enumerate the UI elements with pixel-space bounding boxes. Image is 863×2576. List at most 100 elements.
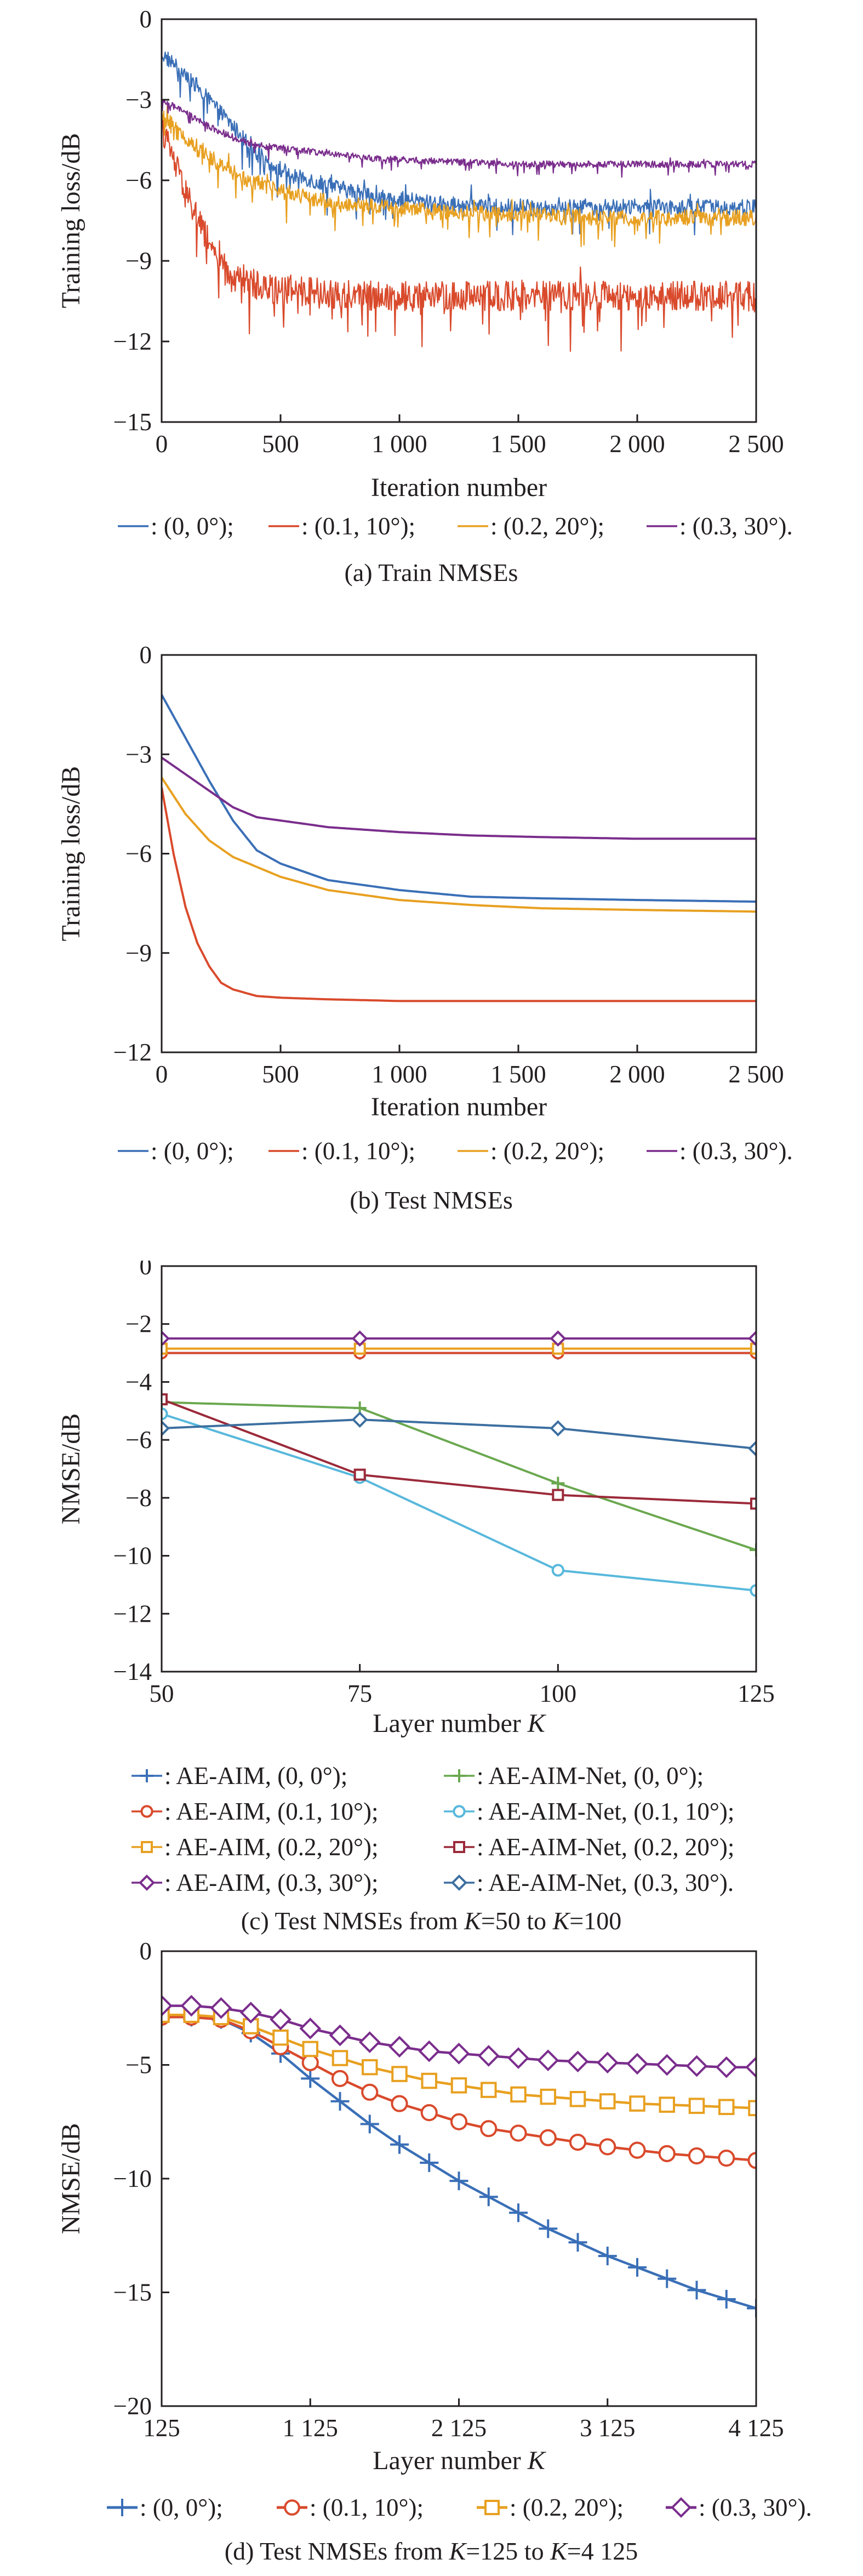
legend-label-b-3: : (0.3, 30°).	[679, 1137, 793, 1165]
data-point-d-0-5	[301, 2069, 320, 2088]
series-line-b-3	[162, 756, 756, 840]
legend-marker-c-6	[139, 1874, 155, 1891]
y-tick-label-c-6: −12	[113, 1600, 152, 1627]
data-point-d-1-12	[510, 2124, 527, 2142]
legend-label-c-1: : AE-AIM-Net, (0, 0°);	[477, 1762, 704, 1789]
legend-c: : AE-AIM, (0, 0°);: AE-AIM-Net, (0, 0°);…	[132, 1762, 734, 1896]
data-point-d-3-1	[180, 1994, 203, 2017]
x-axis-title-a: Iteration number	[371, 473, 547, 502]
plot-frame-a	[161, 18, 757, 423]
data-point-d-0-16	[628, 2258, 647, 2277]
x-tick-label-d-0: 125	[143, 2414, 180, 2442]
data-point-d-0-18	[687, 2281, 706, 2300]
legend-label-d-0: : (0, 0°);	[140, 2494, 223, 2521]
data-point-d-3-10	[448, 2042, 470, 2065]
series-line-a-1	[162, 115, 756, 352]
data-point-d-0-14	[568, 2233, 587, 2252]
x-tick-label-b-3: 1 500	[490, 1061, 546, 1088]
y-tick-label-a-4: −12	[113, 328, 152, 355]
legend-marker-c-4	[141, 1841, 153, 1853]
data-point-d-0-7	[360, 2115, 379, 2134]
x-tick-label-c-3: 125	[738, 1680, 775, 1707]
legend-label-a-3: : (0.3, 30°).	[679, 512, 793, 540]
data-point-d-1-18	[688, 2147, 706, 2165]
y-tick-label-b-0: 0	[140, 641, 152, 669]
data-point-d-3-17	[656, 2054, 678, 2076]
data-point-c-3-1	[351, 1330, 368, 1347]
y-tick-label-a-3: −9	[125, 247, 152, 275]
legend-label-c-7: : AE-AIM-Net, (0.3, 30°).	[477, 1869, 734, 1896]
x-tick-label-b-4: 2 000	[609, 1061, 665, 1088]
data-point-d-1-10	[450, 2113, 468, 2130]
x-tick-label-a-3: 1 500	[490, 430, 546, 458]
data-point-d-2-14	[569, 2091, 586, 2107]
data-point-c-7-0	[162, 1420, 170, 1437]
data-point-d-2-4	[272, 2029, 289, 2046]
legend-marker-c-1	[453, 1769, 466, 1782]
data-point-d-2-17	[659, 2096, 675, 2113]
legend-marker-c-0	[140, 1769, 153, 1782]
data-point-c-2-3	[750, 1342, 756, 1355]
legend-marker-c-7	[451, 1874, 467, 1891]
data-point-d-2-10	[450, 2077, 467, 2094]
data-point-d-1-11	[480, 2120, 498, 2138]
chart-panel-c: 50 75 100 125 0 −2 −4 −6 −8 −10 −12 −14 Layer number…	[0, 1252, 863, 1935]
data-point-c-7-2	[550, 1420, 567, 1437]
y-axis-title-c: NMSE/dB	[56, 1414, 85, 1525]
data-point-c-6-1	[353, 1468, 366, 1481]
y-axis-title-d: NMSE/dB	[56, 2123, 85, 2235]
y-tick-label-a-0: 0	[140, 5, 152, 33]
y-tick-label-b-3: −9	[125, 939, 152, 967]
legend-label-b-0: : (0, 0°);	[151, 1137, 234, 1165]
legend-label-c-5: : AE-AIM-Net, (0.2, 20°);	[477, 1833, 734, 1861]
data-point-d-0-12	[509, 2203, 528, 2222]
chart-b-svg: 0 500 1 000 1 500 2 000 2 500 0 −3 −6 −9 −12 Iterat…	[56, 641, 793, 1214]
data-point-d-3-20	[745, 2056, 756, 2078]
legend-label-d-1: : (0.1, 10°);	[310, 2494, 424, 2521]
series-line-b-2	[162, 777, 756, 913]
data-point-c-5-0	[162, 1407, 168, 1421]
data-point-d-3-15	[596, 2051, 619, 2074]
x-tick-label-d-3: 3 125	[580, 2414, 635, 2442]
data-point-c-7-3	[748, 1440, 756, 1457]
y-tick-label-c-2: −4	[125, 1368, 152, 1395]
series-group-c	[162, 1330, 756, 1597]
legend-label-c-3: : AE-AIM-Net, (0.1, 10°);	[477, 1798, 734, 1825]
legend-label-b-1: : (0.1, 10°);	[301, 1137, 415, 1165]
data-point-d-3-4	[270, 2008, 292, 2031]
x-axis-title-b: Iteration number	[371, 1092, 547, 1121]
x-tick-label-a-4: 2 000	[609, 430, 665, 458]
y-tick-label-b-2: −6	[125, 840, 152, 868]
y-axis-title-a: Training loss/dB	[56, 133, 85, 309]
data-point-d-0-9	[420, 2153, 439, 2172]
data-point-d-2-19	[718, 2099, 735, 2116]
series-line-b-1	[162, 787, 756, 1002]
data-point-d-0-10	[449, 2172, 468, 2191]
data-point-d-0-8	[390, 2135, 409, 2154]
legend-label-c-4: : AE-AIM, (0.2, 20°);	[164, 1833, 378, 1861]
x-tick-label-c-2: 100	[540, 1680, 577, 1707]
y-tick-label-c-3: −6	[125, 1426, 152, 1454]
legend-label-a-0: : (0, 0°);	[151, 512, 234, 540]
series-line-a-3	[162, 99, 756, 178]
data-point-c-6-0	[162, 1393, 168, 1406]
data-point-d-0-20	[747, 2299, 756, 2318]
data-point-c-2-0	[162, 1342, 168, 1355]
chart-c-svg: 50 75 100 125 0 −2 −4 −6 −8 −10 −12 −14 Layer number…	[56, 1252, 775, 1935]
x-tick-label-a-0: 0	[156, 430, 168, 458]
data-point-c-3-0	[162, 1330, 170, 1347]
data-point-d-1-13	[539, 2129, 557, 2146]
legend-marker-d-1	[284, 2499, 300, 2516]
series-line-a-0	[162, 52, 756, 236]
data-point-d-3-16	[626, 2053, 648, 2075]
legend-b: : (0, 0°);: (0.1, 10°);: (0.2, 20°);: (0…	[118, 1137, 793, 1165]
y-tick-label-a-2: −6	[125, 167, 152, 194]
data-point-d-2-11	[481, 2082, 497, 2098]
legend-label-a-2: : (0.2, 20°);	[490, 512, 604, 540]
legend-label-c-2: : AE-AIM, (0.1, 10°);	[164, 1798, 378, 1825]
series-group-d	[162, 1994, 756, 2318]
data-point-d-1-9	[420, 2104, 438, 2122]
y-tick-label-d-0: 0	[140, 1937, 152, 1965]
data-point-d-3-12	[507, 2047, 529, 2069]
data-point-c-5-2	[551, 1564, 564, 1577]
